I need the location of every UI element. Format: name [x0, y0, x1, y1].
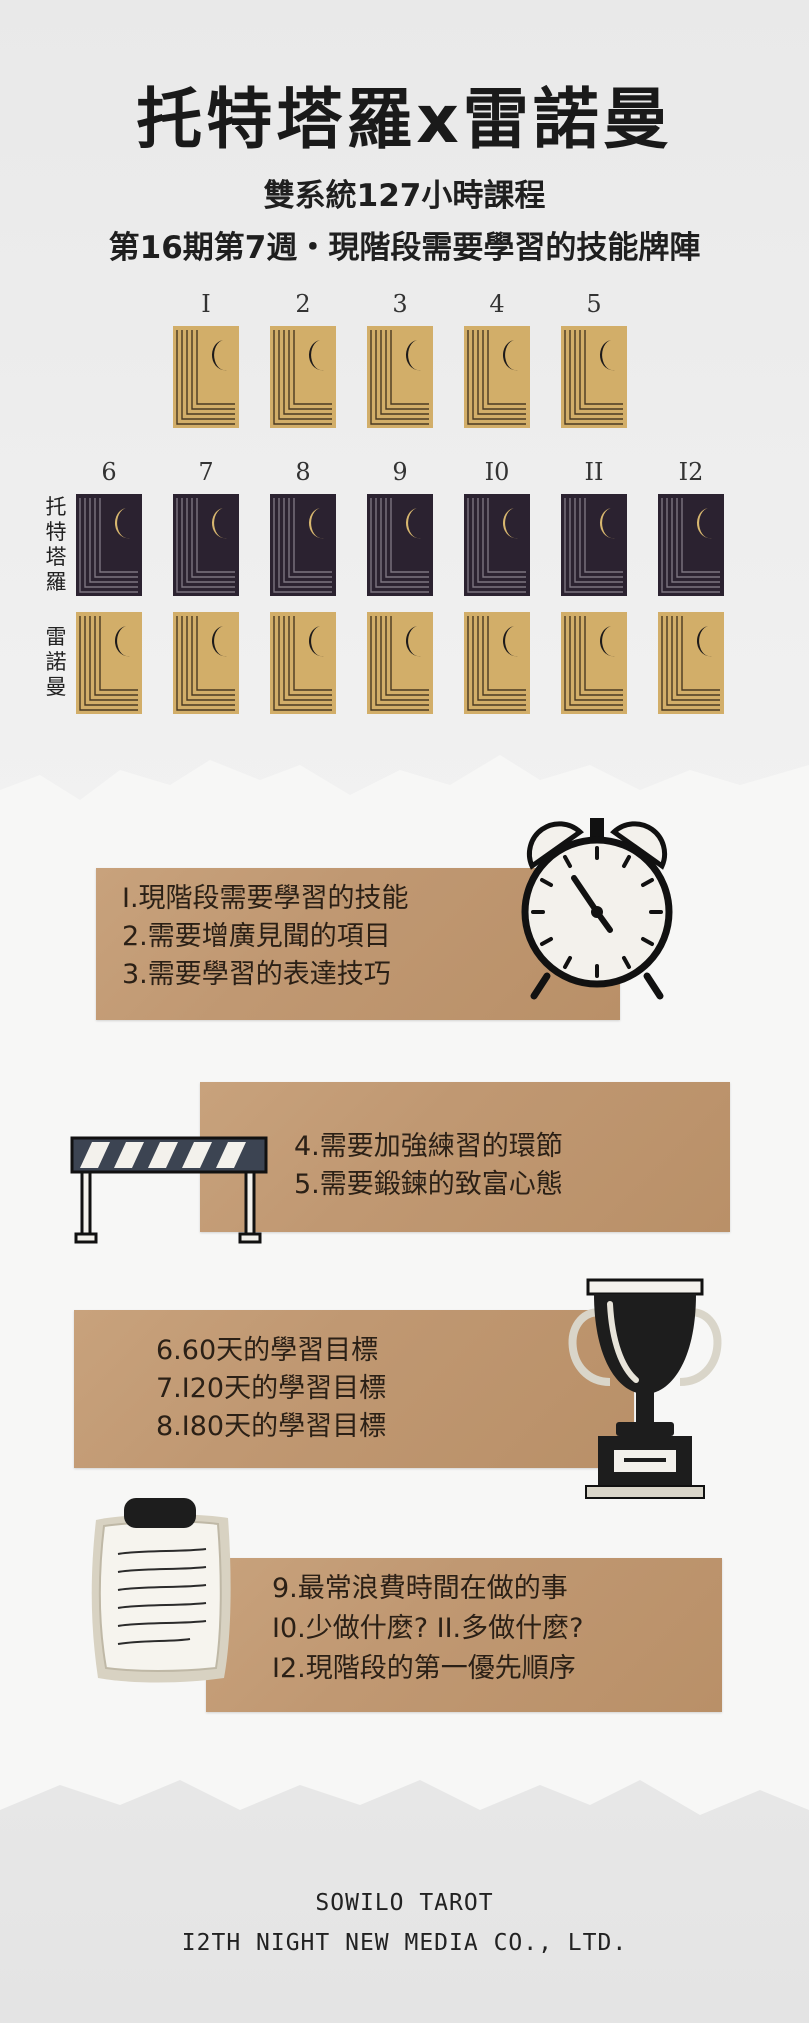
course-subtitle: 雙系統127小時課程: [263, 178, 546, 214]
section-4-line-3: I2.現階段的第一優先順序: [272, 1653, 576, 1684]
tarot-card-7: [173, 494, 239, 596]
section-2-panel: [200, 1082, 730, 1232]
section-4-line-2: I0.少做什麼? II.多做什麼?: [272, 1613, 584, 1644]
tarot-card-9: [367, 494, 433, 596]
card-number-10: I0: [484, 458, 510, 486]
card-5: [561, 326, 627, 428]
lenormand-card-7: [173, 612, 239, 714]
section-2-line-2: 5.需要鍛鍊的致富心態: [294, 1169, 563, 1200]
section-3-panel: [74, 1310, 634, 1468]
spread-subtitle: 第16期第7週・現階段需要學習的技能牌陣: [108, 230, 701, 266]
trophy-icon: [568, 1278, 722, 1499]
section-3-line-3: 8.I80天的學習目標: [156, 1411, 387, 1442]
alarm-clock-icon: [521, 818, 673, 1000]
card-number-11: II: [584, 458, 604, 486]
section-4-panel: [206, 1558, 722, 1712]
tarot-card-11: [561, 494, 627, 596]
card-number-7: 7: [198, 458, 214, 486]
section-2-line-1: 4.需要加強練習的環節: [294, 1131, 563, 1162]
section-3-line-2: 7.I20天的學習目標: [156, 1373, 387, 1404]
tarot-card-8: [270, 494, 336, 596]
lenormand-card-6: [76, 612, 142, 714]
page-title: 托特塔羅x雷諾曼: [136, 81, 673, 158]
section-3-line-1: 6.60天的學習目標: [156, 1335, 379, 1366]
card-2: [270, 326, 336, 428]
road-barrier-icon: [70, 1136, 268, 1244]
section-1-line-1: I.現階段需要學習的技能: [122, 883, 409, 914]
card-number-2: 2: [295, 290, 311, 318]
tarot-card-10: [464, 494, 530, 596]
card-3: [367, 326, 433, 428]
lenormand-card-10: [464, 612, 530, 714]
card-4: [464, 326, 530, 428]
card-number-12: I2: [678, 458, 704, 486]
footer-company: I2TH NIGHT NEW MEDIA CO., LTD.: [181, 1930, 628, 1956]
card-number-6: 6: [101, 458, 117, 486]
card-number-8: 8: [295, 458, 311, 486]
tarot-card-12: [658, 494, 724, 596]
lenormand-card-12: [658, 612, 724, 714]
row-label-tarot: 托特塔羅: [45, 495, 67, 594]
lenormand-card-8: [270, 612, 336, 714]
row-label-lenormand: 雷諾曼: [45, 625, 67, 699]
card-number-3: 3: [392, 290, 408, 318]
card-number-9: 9: [392, 458, 408, 486]
card-number-1: I: [201, 290, 211, 318]
lenormand-card-11: [561, 612, 627, 714]
footer-brand: SOWILO TAROT: [315, 1890, 494, 1916]
card-number-5: 5: [586, 290, 602, 318]
card-1: [173, 326, 239, 428]
section-4-line-1: 9.最常浪費時間在做的事: [272, 1573, 568, 1604]
note-paper-icon: [91, 1498, 231, 1683]
lenormand-card-9: [367, 612, 433, 714]
tarot-card-6: [76, 494, 142, 596]
section-1-line-2: 2.需要增廣見聞的項目: [122, 921, 391, 952]
section-1-line-3: 3.需要學習的表達技巧: [122, 959, 391, 990]
card-number-4: 4: [489, 290, 505, 318]
